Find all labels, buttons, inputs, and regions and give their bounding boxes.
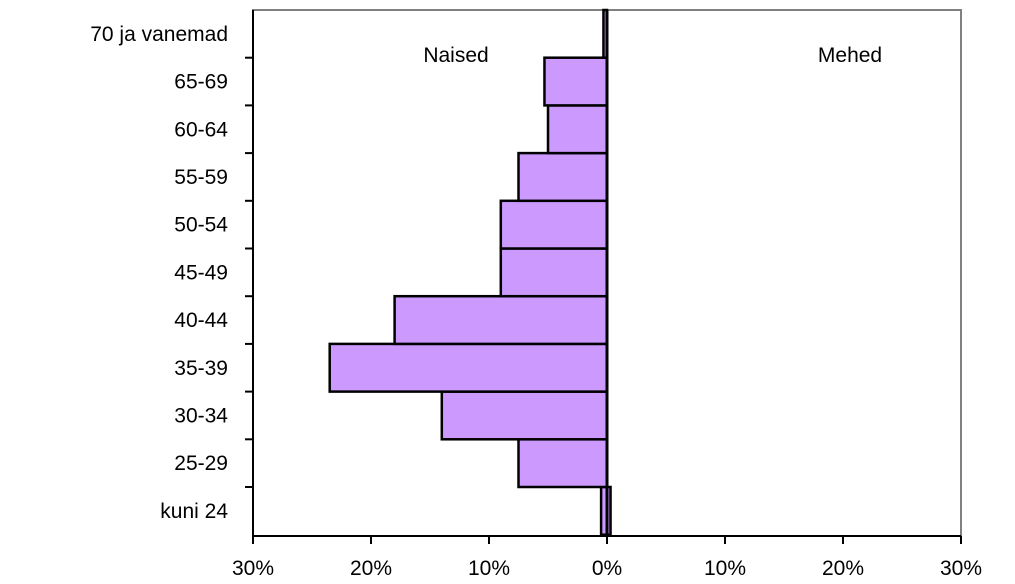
naised-bar xyxy=(543,56,609,107)
x-tick-label: 30% xyxy=(940,557,982,580)
side-label-naised: Naised xyxy=(423,44,488,67)
category-label: 30-34 xyxy=(174,404,228,427)
naised-bar xyxy=(440,390,609,441)
category-label: 65-69 xyxy=(174,71,228,94)
category-label: 35-39 xyxy=(174,357,228,380)
category-label: 25-29 xyxy=(174,452,228,475)
category-label: 55-59 xyxy=(174,166,228,189)
naised-bar xyxy=(499,247,609,298)
category-label: 70 ja vanemad xyxy=(90,23,228,46)
category-labels: kuni 24 25-29 30-34 35-39 40-44 45-49 50-54 55-… xyxy=(90,23,228,523)
side-label-mehed: Mehed xyxy=(818,44,882,67)
x-axis-ticks xyxy=(252,536,962,544)
category-label: 60-64 xyxy=(174,118,228,141)
naised-bars xyxy=(328,8,609,536)
x-tick-labels: 30% 20% 10% 0% 10% 20% 30% xyxy=(232,557,982,580)
category-label: 40-44 xyxy=(174,309,228,332)
y-axis-ticks xyxy=(245,56,253,488)
x-tick-label: 30% xyxy=(232,557,274,580)
x-tick-label: 20% xyxy=(350,557,392,580)
naised-bar xyxy=(517,151,609,203)
naised-bar xyxy=(546,104,609,155)
x-tick-label: 10% xyxy=(704,557,746,580)
naised-bar xyxy=(393,294,609,346)
naised-bar xyxy=(328,342,609,393)
category-label: 50-54 xyxy=(174,214,228,237)
category-label: kuni 24 xyxy=(160,500,228,523)
naised-bar xyxy=(499,199,609,250)
x-tick-label: 10% xyxy=(468,557,510,580)
x-tick-label: 0% xyxy=(592,557,622,580)
naised-bar xyxy=(517,438,609,489)
category-label: 45-49 xyxy=(174,261,228,284)
x-tick-label: 20% xyxy=(822,557,864,580)
